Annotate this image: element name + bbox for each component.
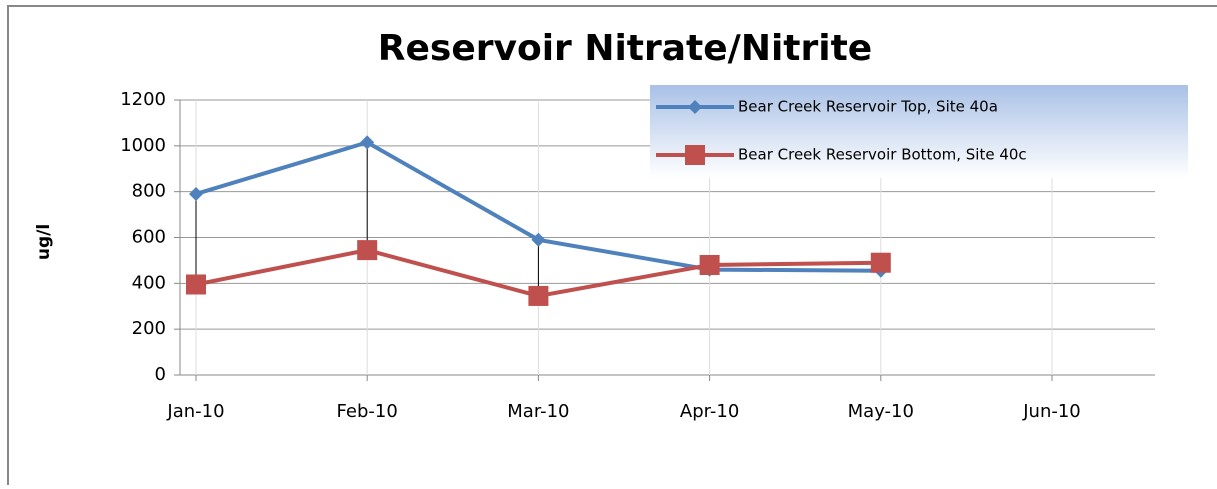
y-tick-label: 1200 [120, 89, 166, 110]
legend-label: Bear Creek Reservoir Top, Site 40a [738, 98, 998, 116]
x-tick-label: Apr-10 [680, 401, 739, 422]
y-axis-label: ug/l [34, 224, 54, 260]
chart-border [7, 5, 1217, 485]
y-tick-label: 200 [132, 318, 166, 339]
legend-box [650, 85, 1188, 178]
marker [685, 145, 705, 165]
marker [699, 255, 720, 275]
x-tick-label: Feb-10 [337, 401, 398, 422]
y-tick-label: 1000 [120, 135, 166, 156]
marker [528, 285, 549, 306]
legend-label: Bear Creek Reservoir Bottom, Site 40c [738, 146, 1027, 164]
marker [531, 232, 546, 247]
marker [189, 186, 203, 201]
marker [688, 100, 702, 114]
x-tick-label: Mar-10 [507, 401, 569, 422]
x-tick-label: Jun-10 [1022, 401, 1081, 422]
y-tick-label: 600 [132, 227, 166, 248]
chart-title: Reservoir Nitrate/Nitrite [378, 28, 872, 69]
y-tick-label: 800 [132, 181, 166, 202]
marker [186, 274, 206, 295]
x-tick-label: May-10 [848, 401, 914, 422]
marker [360, 135, 375, 150]
marker [870, 252, 891, 273]
marker [357, 240, 378, 261]
y-tick-label: 0 [155, 364, 166, 385]
y-tick-label: 400 [132, 272, 166, 293]
x-tick-label: Jan-10 [166, 401, 224, 422]
